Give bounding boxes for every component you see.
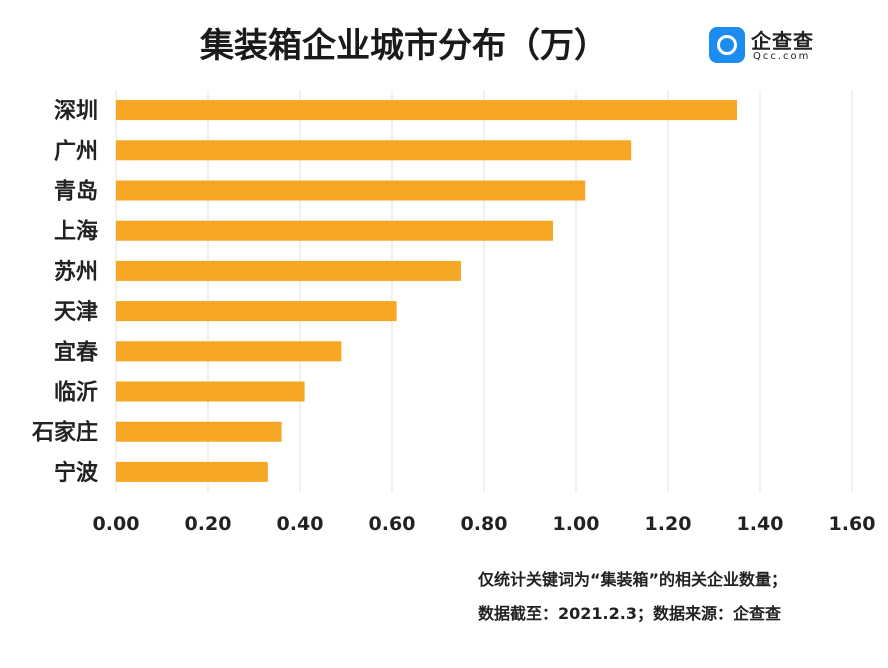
bar-广州 xyxy=(116,140,632,161)
y-category-label: 宜春 xyxy=(54,339,98,365)
bar-宁波 xyxy=(116,461,268,482)
x-tick-label: 0.00 xyxy=(93,513,140,535)
y-category-label: 广州 xyxy=(54,138,98,164)
y-category-label: 宁波 xyxy=(54,460,99,486)
x-tick-label: 0.60 xyxy=(369,513,416,535)
y-category-label: 天津 xyxy=(54,299,98,325)
x-tick-label: 0.40 xyxy=(277,513,324,535)
x-tick-label: 0.80 xyxy=(461,513,508,535)
chart-title: 集装箱企业城市分布（万） xyxy=(200,26,608,66)
x-tick-label: 1.40 xyxy=(737,513,784,535)
y-category-label: 深圳 xyxy=(54,99,98,124)
x-tick-label: 1.20 xyxy=(645,513,692,535)
y-category-label: 石家庄 xyxy=(31,420,98,446)
bar-青岛 xyxy=(116,180,586,201)
y-category-label: 苏州 xyxy=(54,259,98,285)
logo-domain: Qcc.com xyxy=(753,51,811,62)
bar-深圳 xyxy=(116,100,737,121)
y-category-label: 上海 xyxy=(54,219,98,245)
x-tick-label: 0.20 xyxy=(185,513,232,535)
bar-天津 xyxy=(116,301,397,322)
bar-石家庄 xyxy=(116,421,282,442)
y-category-label: 青岛 xyxy=(54,179,98,205)
qcc-logo: 企查查 Qcc.com xyxy=(709,27,869,67)
footnote-scope: 仅统计关键词为“集装箱”的相关企业数量； xyxy=(478,570,788,589)
footnote-source: 数据截至：2021.2.3；数据来源：企查查 xyxy=(478,604,781,623)
x-tick-label: 1.00 xyxy=(553,513,600,535)
qcc-logo-icon xyxy=(709,27,745,63)
y-category-label: 临沂 xyxy=(54,380,98,406)
bar-苏州 xyxy=(116,260,461,281)
bar-上海 xyxy=(116,220,553,241)
logo-name: 企查查 xyxy=(751,29,814,53)
bar-临沂 xyxy=(116,381,305,402)
bar-宜春 xyxy=(116,341,342,362)
x-tick-label: 1.60 xyxy=(829,513,876,535)
